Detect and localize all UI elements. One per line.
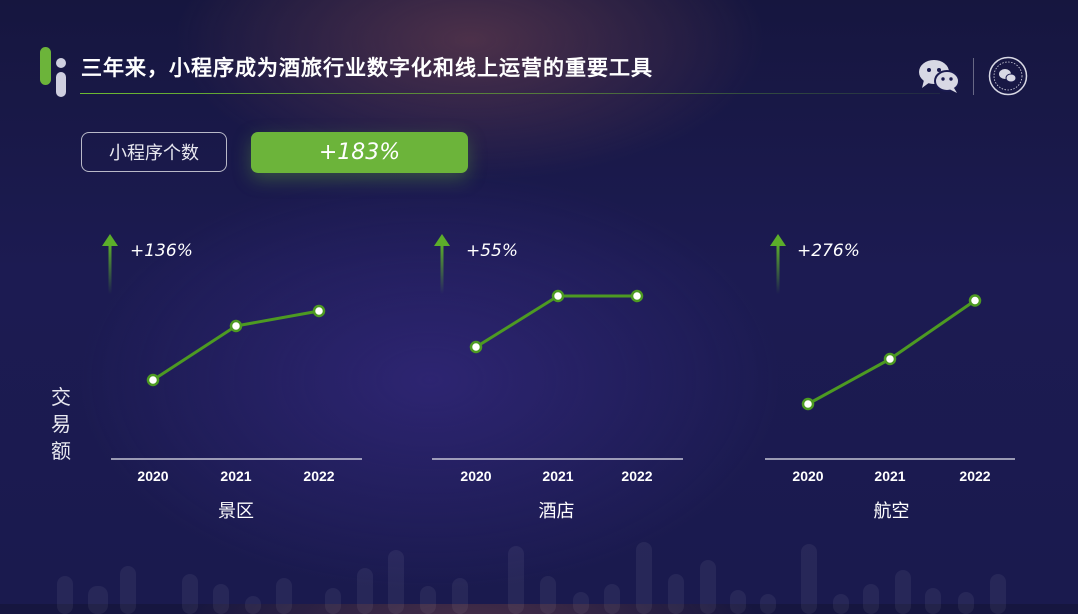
circular-seal-icon bbox=[988, 56, 1028, 96]
header-divider bbox=[973, 58, 974, 95]
decorative-bar bbox=[573, 592, 589, 614]
decorative-bar bbox=[895, 570, 911, 614]
data-point bbox=[551, 289, 565, 303]
decorative-bar bbox=[357, 568, 373, 614]
decorative-bar bbox=[388, 550, 404, 614]
metric-value-badge: +183% bbox=[251, 132, 468, 173]
growth-label: +136% bbox=[130, 241, 193, 261]
growth-arrow-icon bbox=[770, 234, 786, 294]
growth-label: +55% bbox=[466, 241, 518, 261]
data-point bbox=[312, 304, 326, 318]
decorative-bar-background bbox=[0, 530, 1078, 614]
decorative-bar bbox=[120, 566, 136, 614]
x-tick-label: 2020 bbox=[137, 468, 168, 484]
decorative-bar bbox=[730, 590, 746, 614]
decorative-bar bbox=[245, 596, 261, 614]
growth-arrow-icon bbox=[434, 234, 450, 294]
decorative-bar bbox=[420, 586, 436, 614]
growth-arrow-icon bbox=[102, 234, 118, 294]
decorative-bar bbox=[604, 584, 620, 614]
metric-label: 小程序个数 bbox=[81, 132, 227, 172]
data-point bbox=[883, 352, 897, 366]
decorative-bar bbox=[508, 546, 524, 614]
decorative-bar bbox=[863, 584, 879, 614]
x-tick-label: 2020 bbox=[460, 468, 491, 484]
decorative-bar bbox=[57, 576, 73, 614]
y-axis-label: 交易额 bbox=[51, 385, 71, 463]
x-tick-label: 2020 bbox=[792, 468, 823, 484]
decorative-bar bbox=[958, 592, 974, 614]
data-point bbox=[229, 319, 243, 333]
decorative-bar bbox=[636, 542, 652, 614]
x-tick-label: 2022 bbox=[303, 468, 334, 484]
decorative-bar bbox=[801, 544, 817, 614]
decorative-bar bbox=[833, 594, 849, 614]
decorative-bar bbox=[182, 574, 198, 614]
decorative-bar bbox=[540, 576, 556, 614]
data-point bbox=[968, 294, 982, 307]
page-title: 三年来，小程序成为酒旅行业数字化和线上运营的重要工具 bbox=[81, 56, 653, 80]
x-tick-label: 2022 bbox=[621, 468, 652, 484]
decorative-bar bbox=[325, 588, 341, 614]
wechat-icon bbox=[919, 60, 960, 93]
data-point bbox=[146, 373, 160, 387]
chart-title: 航空 bbox=[874, 501, 910, 522]
decorative-bar bbox=[452, 578, 468, 614]
decorative-bar bbox=[925, 588, 941, 614]
x-tick-label: 2021 bbox=[542, 468, 573, 484]
decorative-bar bbox=[990, 574, 1006, 614]
decorative-bar bbox=[668, 574, 684, 614]
decorative-bar bbox=[700, 560, 716, 614]
data-point bbox=[469, 340, 483, 354]
series-line bbox=[807, 299, 976, 406]
x-tick-label: 2022 bbox=[959, 468, 990, 484]
data-point bbox=[630, 289, 644, 303]
decorative-bar bbox=[760, 594, 776, 614]
decorative-bar bbox=[88, 586, 108, 614]
decorative-bar bbox=[276, 578, 292, 614]
growth-label: +276% bbox=[797, 241, 860, 261]
decorative-bar bbox=[213, 584, 229, 614]
title-underline bbox=[80, 93, 940, 94]
x-tick-label: 2021 bbox=[220, 468, 251, 484]
x-tick-label: 2021 bbox=[874, 468, 905, 484]
chart-title: 酒店 bbox=[539, 501, 575, 522]
data-point bbox=[801, 397, 815, 411]
series-line bbox=[475, 294, 637, 349]
chart-title: 景区 bbox=[218, 501, 254, 522]
